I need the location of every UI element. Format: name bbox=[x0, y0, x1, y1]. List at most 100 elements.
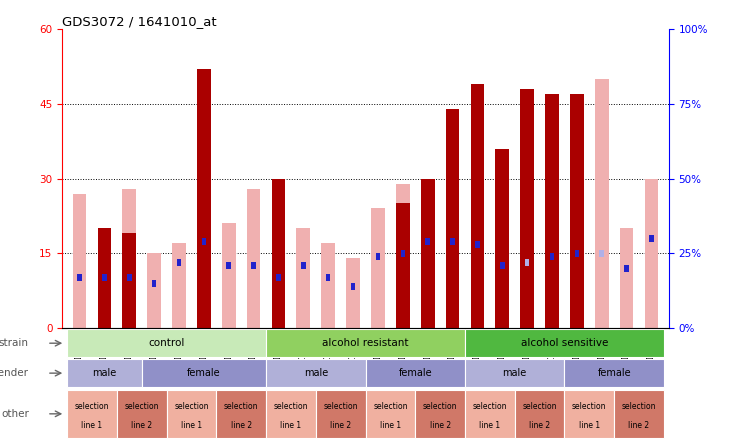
Text: selection: selection bbox=[174, 402, 208, 411]
Bar bbox=[595, 79, 609, 328]
Bar bbox=[266, 329, 465, 357]
Bar bbox=[471, 84, 484, 328]
Bar bbox=[276, 274, 281, 281]
Bar bbox=[515, 390, 564, 438]
Bar bbox=[322, 243, 335, 328]
Bar bbox=[450, 238, 455, 245]
Text: gender: gender bbox=[0, 368, 29, 378]
Bar bbox=[465, 390, 515, 438]
Text: line 1: line 1 bbox=[579, 420, 600, 430]
Bar bbox=[77, 274, 82, 281]
Text: selection: selection bbox=[273, 402, 308, 411]
Bar bbox=[599, 250, 604, 257]
Bar bbox=[475, 241, 480, 248]
Bar bbox=[545, 94, 558, 328]
Bar bbox=[272, 178, 285, 328]
Text: selection: selection bbox=[622, 402, 656, 411]
Bar bbox=[614, 390, 664, 438]
Bar bbox=[570, 94, 583, 328]
Text: selection: selection bbox=[124, 402, 159, 411]
Text: selection: selection bbox=[472, 402, 507, 411]
Bar bbox=[67, 359, 142, 387]
Text: male: male bbox=[503, 368, 527, 378]
Text: female: female bbox=[597, 368, 631, 378]
Bar bbox=[421, 178, 434, 328]
Text: line 1: line 1 bbox=[480, 420, 501, 430]
Text: female: female bbox=[398, 368, 432, 378]
Bar bbox=[346, 258, 360, 328]
Bar bbox=[351, 282, 355, 290]
Text: other: other bbox=[1, 409, 29, 419]
Bar bbox=[366, 390, 415, 438]
Bar bbox=[177, 258, 181, 266]
Text: selection: selection bbox=[423, 402, 458, 411]
Text: line 2: line 2 bbox=[131, 420, 152, 430]
Text: line 2: line 2 bbox=[529, 420, 550, 430]
Text: alcohol sensitive: alcohol sensitive bbox=[520, 338, 608, 348]
Bar bbox=[266, 359, 366, 387]
Bar bbox=[222, 223, 235, 328]
Text: line 1: line 1 bbox=[281, 420, 301, 430]
Bar bbox=[216, 390, 266, 438]
Bar bbox=[366, 359, 465, 387]
Bar bbox=[525, 258, 529, 266]
Bar bbox=[297, 229, 310, 328]
Bar bbox=[465, 359, 564, 387]
Bar bbox=[122, 189, 136, 328]
Bar bbox=[620, 229, 634, 328]
Text: selection: selection bbox=[373, 402, 408, 411]
Text: selection: selection bbox=[224, 402, 259, 411]
Bar bbox=[167, 390, 216, 438]
Bar bbox=[326, 274, 330, 281]
Bar bbox=[421, 178, 434, 328]
Text: selection: selection bbox=[572, 402, 607, 411]
Bar bbox=[247, 189, 260, 328]
Bar bbox=[122, 234, 136, 328]
Bar bbox=[496, 149, 509, 328]
Bar bbox=[401, 250, 405, 257]
Bar bbox=[564, 390, 614, 438]
Bar bbox=[301, 262, 306, 269]
Bar bbox=[624, 265, 629, 272]
Bar bbox=[227, 262, 231, 269]
Text: line 2: line 2 bbox=[330, 420, 351, 430]
Bar bbox=[197, 69, 211, 328]
Text: line 1: line 1 bbox=[181, 420, 202, 430]
Bar bbox=[415, 390, 465, 438]
Bar bbox=[550, 253, 554, 260]
Bar bbox=[575, 250, 579, 257]
Text: selection: selection bbox=[75, 402, 109, 411]
Bar bbox=[266, 390, 316, 438]
Bar bbox=[446, 109, 459, 328]
Bar bbox=[425, 238, 430, 245]
Bar bbox=[272, 178, 285, 328]
Bar bbox=[202, 238, 206, 245]
Bar bbox=[97, 229, 111, 328]
Bar bbox=[570, 94, 583, 328]
Bar bbox=[371, 209, 385, 328]
Bar bbox=[645, 178, 659, 328]
Bar bbox=[500, 262, 504, 269]
Bar bbox=[545, 94, 558, 328]
Bar bbox=[649, 235, 654, 242]
Bar bbox=[251, 262, 256, 269]
Bar bbox=[67, 390, 117, 438]
Bar bbox=[396, 203, 409, 328]
Bar bbox=[148, 254, 161, 328]
Text: line 1: line 1 bbox=[380, 420, 401, 430]
Text: selection: selection bbox=[323, 402, 358, 411]
Text: female: female bbox=[187, 368, 221, 378]
Bar bbox=[102, 274, 107, 281]
Text: control: control bbox=[148, 338, 185, 348]
Text: line 2: line 2 bbox=[629, 420, 650, 430]
Text: strain: strain bbox=[0, 338, 29, 348]
Bar bbox=[173, 243, 186, 328]
Bar bbox=[72, 194, 86, 328]
Text: GDS3072 / 1641010_at: GDS3072 / 1641010_at bbox=[62, 15, 217, 28]
Bar bbox=[97, 229, 111, 328]
Text: male: male bbox=[303, 368, 328, 378]
Bar bbox=[471, 84, 484, 328]
Bar bbox=[465, 329, 664, 357]
Bar bbox=[316, 390, 366, 438]
Bar bbox=[152, 280, 156, 287]
